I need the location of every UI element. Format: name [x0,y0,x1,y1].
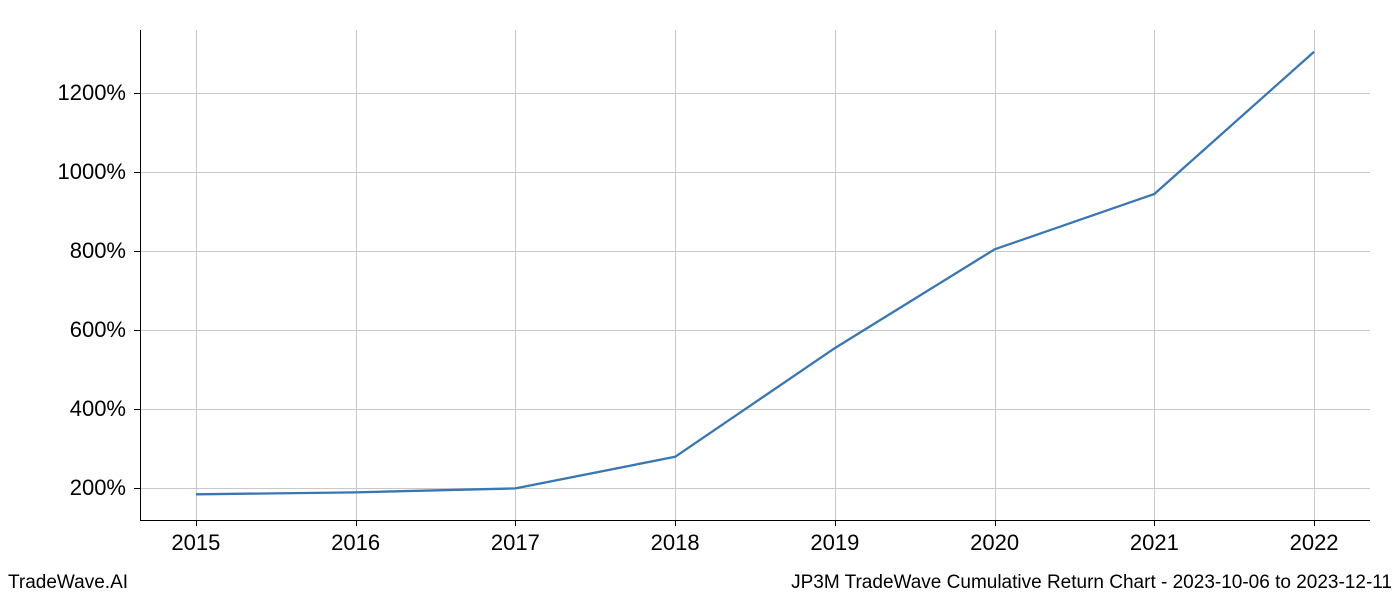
x-tick-label: 2015 [171,530,220,556]
footer-left-label: TradeWave.AI [8,572,128,594]
y-tick-label: 1200% [57,80,126,106]
line-series-svg [140,30,1370,520]
series-line [196,52,1314,495]
y-tick-label: 400% [70,396,126,422]
x-tick-label: 2021 [1130,530,1179,556]
y-tick-label: 1000% [57,159,126,185]
footer-right-label: JP3M TradeWave Cumulative Return Chart -… [791,572,1392,594]
x-tick-label: 2018 [651,530,700,556]
y-tick-label: 800% [70,238,126,264]
x-tick-label: 2017 [491,530,540,556]
x-tick-label: 2019 [810,530,859,556]
chart-container: 2015 2016 2017 2018 2019 2020 2021 2022 200% 400%… [0,0,1400,600]
x-tick-label: 2022 [1290,530,1339,556]
y-tick-label: 600% [70,317,126,343]
x-axis-line [140,520,1370,521]
y-tick-label: 200% [70,475,126,501]
x-tick-label: 2020 [970,530,1019,556]
x-tick-label: 2016 [331,530,380,556]
plot-area: 20152016201720182019202020212022200%400%… [140,30,1370,520]
